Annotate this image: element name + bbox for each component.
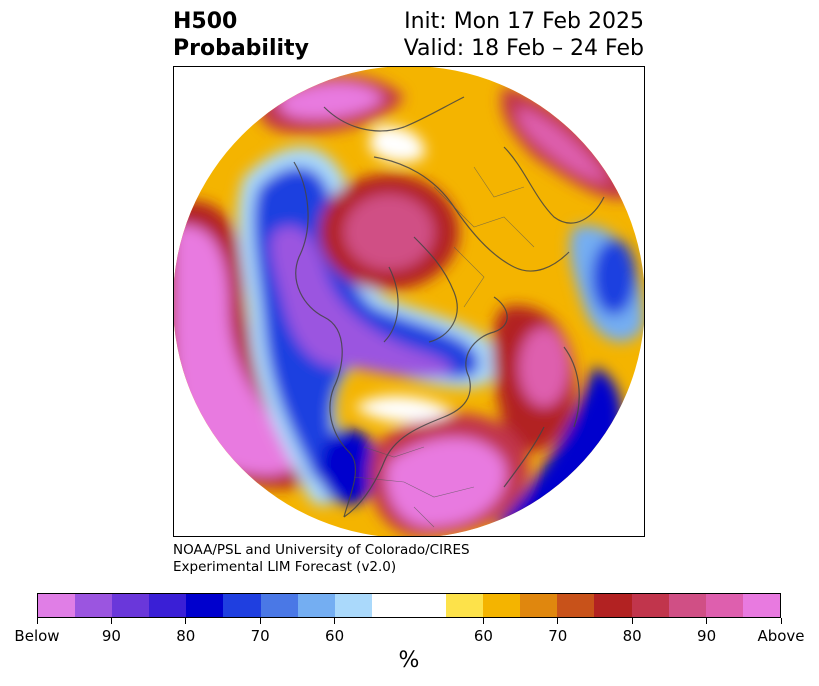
colorbar-segment	[38, 594, 76, 617]
colorbar-segment	[483, 594, 521, 617]
colorbar-tick	[706, 618, 708, 624]
data-credit: NOAA/PSL and University of Colorado/CIRE…	[173, 542, 470, 576]
colorbar	[37, 593, 781, 618]
atlantic-positive-core	[386, 437, 506, 527]
colorbar-segment	[705, 594, 743, 617]
colorbar-segment	[631, 594, 669, 617]
colorbar-segment	[557, 594, 595, 617]
credit-line-1: NOAA/PSL and University of Colorado/CIRE…	[173, 542, 470, 558]
colorbar-tick-label: 80	[622, 627, 642, 645]
colorbar-segment	[223, 594, 261, 617]
colorbar-segment	[297, 594, 335, 617]
colorbar-segment	[334, 594, 372, 617]
credit-line-2: Experimental LIM Forecast (v2.0)	[173, 559, 397, 575]
polar-map	[173, 66, 645, 537]
central-positive-core	[519, 327, 569, 407]
colorbar-segment	[371, 594, 409, 617]
east-negative-core	[592, 239, 636, 315]
arctic-positive-core	[344, 194, 434, 270]
valid-range: Valid: 18 Feb – 24 Feb	[403, 36, 644, 61]
colorbar-segment	[149, 594, 187, 617]
colorbar-tick-label: 60	[473, 627, 493, 645]
colorbar-tick	[334, 618, 336, 624]
colorbar-tick	[631, 618, 633, 624]
colorbar-tick	[36, 618, 38, 624]
colorbar-tick	[259, 618, 261, 624]
colorbar-segment	[186, 594, 224, 617]
probability-map-svg	[174, 67, 644, 536]
colorbar-tick	[780, 618, 782, 624]
colorbar-tick-label: Above	[757, 627, 805, 645]
negative-anomaly-core	[270, 226, 453, 379]
colorbar-tick-label: 70	[548, 627, 568, 645]
colorbar-segment	[742, 594, 780, 617]
colorbar-segment	[112, 594, 150, 617]
east-positive-core	[517, 107, 609, 182]
colorbar-tick-label: 90	[101, 627, 121, 645]
colorbar-tick	[110, 618, 112, 624]
colorbar-tick-label: 60	[325, 627, 345, 645]
colorbar-segment	[668, 594, 706, 617]
colorbar-tick-label: 90	[697, 627, 717, 645]
colorbar-unit: %	[398, 648, 420, 673]
colorbar-segment	[446, 594, 484, 617]
forecast-dates: Init: Mon 17 Feb 2025 Valid: 18 Feb – 24…	[404, 8, 644, 62]
north-positive-core	[278, 82, 384, 119]
southwest-negative-anomaly	[319, 429, 379, 505]
colorbar-segment	[408, 594, 447, 617]
map-title: H500 Probability	[173, 8, 309, 62]
colorbar-segment	[75, 594, 113, 617]
coastlines	[293, 96, 605, 518]
title-quantity: Probability	[173, 36, 309, 61]
colorbar-segment	[520, 594, 558, 617]
colorbar-tick-label: 80	[176, 627, 196, 645]
colorbar-tick	[557, 618, 559, 624]
colorbar-tick	[482, 618, 484, 624]
colorbar-segment	[594, 594, 632, 617]
borders	[353, 166, 535, 528]
pacific-positive-core	[174, 225, 296, 476]
colorbar-tick	[185, 618, 187, 624]
colorbar-tick-label: 70	[250, 627, 270, 645]
colorbar-segment	[260, 594, 298, 617]
init-date: Init: Mon 17 Feb 2025	[404, 9, 644, 34]
colorbar-tick-label: Below	[14, 627, 60, 645]
neutral-gap	[354, 395, 454, 423]
title-variable: H500	[173, 9, 238, 34]
neutral-zone	[369, 126, 425, 163]
